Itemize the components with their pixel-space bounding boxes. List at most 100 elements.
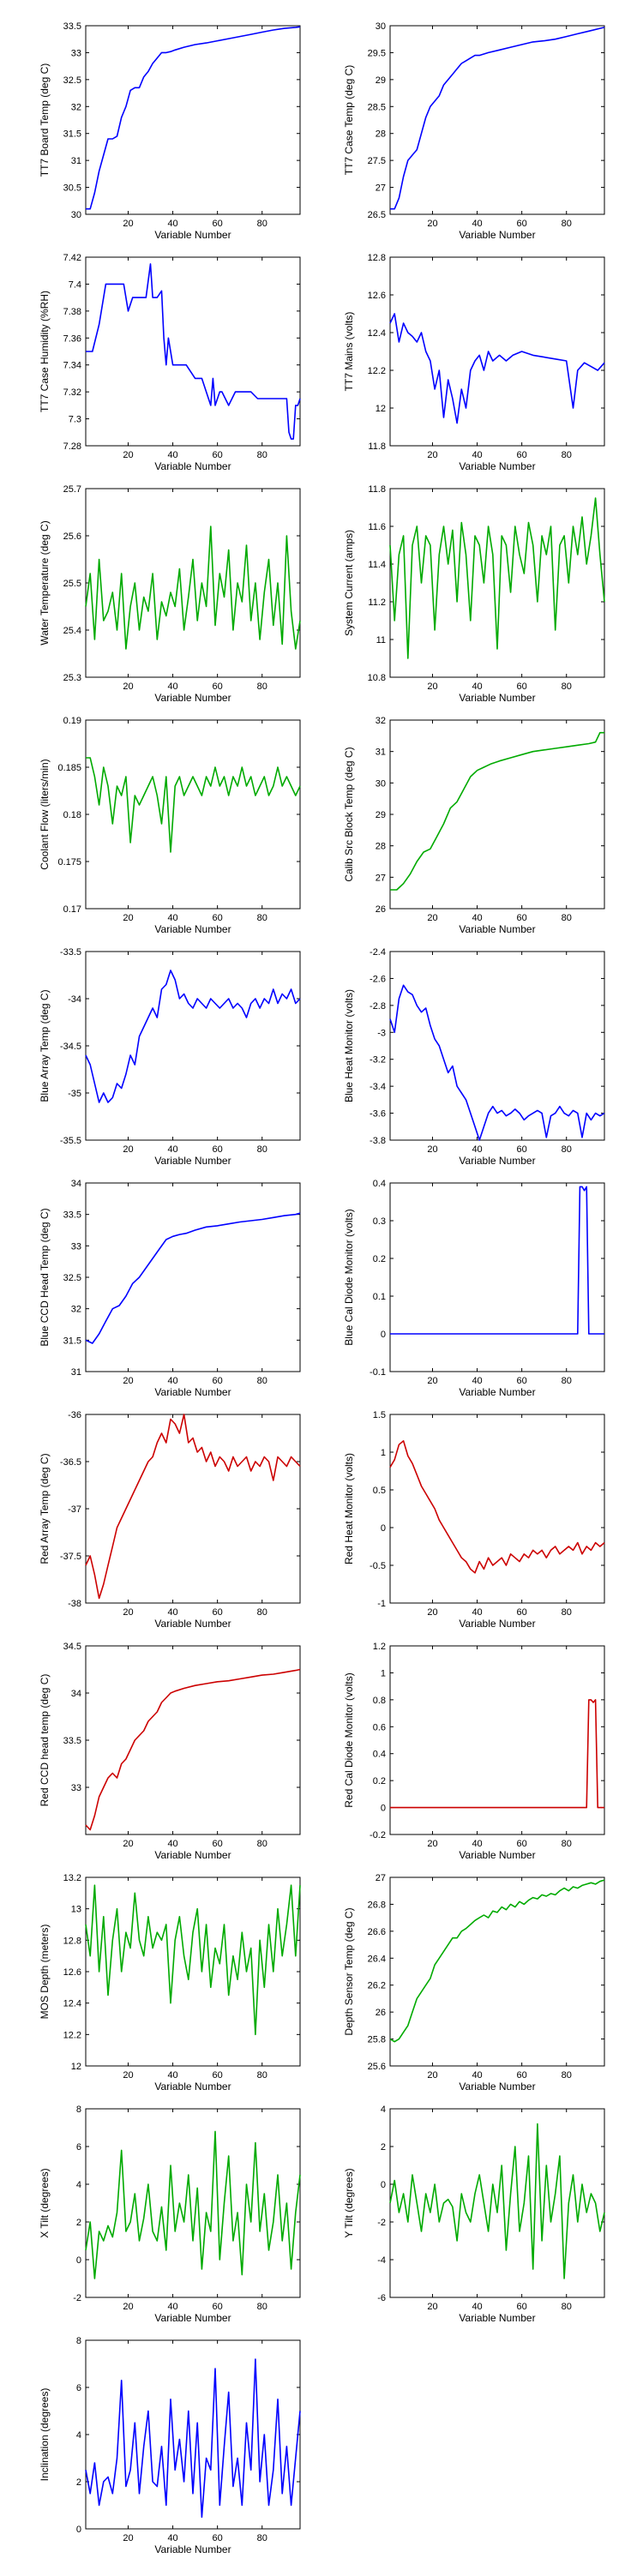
y-tick-label: 25.3 (63, 673, 81, 683)
y-tick-label: 33.5 (63, 1210, 81, 1221)
plot-frame (85, 1414, 301, 1604)
y-tick-label: 33.5 (63, 21, 81, 32)
y-tick-label: -2 (377, 2218, 386, 2228)
y-tick-label: 12.4 (63, 1999, 81, 2009)
y-axis-label: Inclination (degrees) (39, 2388, 51, 2482)
x-tick-label: 20 (123, 1144, 133, 1155)
y-axis-label: TT7 Mains (volts) (343, 312, 355, 392)
y-tick-label: 0.185 (57, 763, 81, 773)
x-tick-label: 40 (472, 2302, 482, 2312)
y-tick-label: 27.5 (368, 156, 386, 166)
x-axis-label: Variable Number (154, 2543, 231, 2555)
y-tick-label: -36.5 (60, 1457, 81, 1468)
x-tick-label: 40 (472, 2070, 482, 2081)
y-tick-label: 4 (76, 2430, 81, 2441)
x-tick-label: 60 (213, 2533, 223, 2543)
x-tick-label: 20 (123, 682, 133, 692)
x-tick-label: 20 (123, 450, 133, 460)
y-axis-label: Blue Cal Diode Monitor (volts) (343, 1209, 355, 1345)
x-axis-label: Variable Number (459, 1618, 535, 1630)
x-axis-label: Variable Number (154, 1618, 231, 1630)
series-line (389, 497, 605, 659)
x-tick-label: 60 (517, 1376, 527, 1386)
y-tick-label: 0.4 (373, 1750, 386, 1760)
series-line (85, 525, 301, 650)
x-tick-label: 40 (167, 2070, 177, 2081)
y-tick-label: 28 (376, 129, 386, 140)
y-axis-label: TT7 Case Humidity (%RH) (39, 291, 51, 412)
y-tick-label: 0.175 (57, 857, 81, 868)
x-tick-label: 80 (257, 1376, 267, 1386)
panel-red-cal-diode-monitor: 20 40 60 80 -0.2 0 0.2 0.4 0.6 0.8 1 1.2 Variable Nu… (343, 1642, 605, 1861)
x-tick-label: 20 (427, 450, 437, 460)
panel-y-tilt: 20 40 60 80 -6 -4 -2 0 2 4 Variable Number Y Tilt (… (343, 2105, 605, 2324)
panel-blue-cal-diode-monitor: 20 40 60 80 -0.1 0 0.1 0.2 0.3 0.4 Variable Number… (343, 1179, 605, 1398)
panel-calib-src-block-temp: 20 40 60 80 26 27 28 29 30 31 32 Variable Number Cal… (343, 716, 605, 935)
y-tick-label: 7.34 (63, 361, 81, 371)
panel-mos-depth: 20 40 60 80 12 12.2 12.4 12.6 12.8 13 13.2 Variable… (39, 1873, 301, 2093)
plot-frame (389, 25, 605, 215)
y-tick-label: 0.3 (373, 1216, 386, 1227)
panel-coolant-flow: 20 40 60 80 0.17 0.175 0.18 0.185 0.19 Variable N… (39, 716, 301, 935)
series-line (390, 1186, 604, 1335)
y-axis-label: Red Heat Monitor (volts) (343, 1453, 355, 1564)
x-axis-label: Variable Number (459, 229, 535, 241)
y-tick-label: -3.4 (370, 1082, 386, 1092)
y-tick-label: 0 (76, 2525, 81, 2535)
x-tick-label: 80 (257, 1839, 267, 1849)
x-axis-label: Variable Number (459, 2312, 535, 2324)
y-tick-label: 0 (381, 2180, 386, 2190)
y-axis-label: TT7 Case Temp (deg C) (343, 65, 355, 176)
x-tick-label: 40 (167, 1376, 177, 1386)
panel-tt7-case-temp: 20 40 60 80 26.5 27 27.5 28 28.5 29 29.5 30 Variable… (343, 21, 605, 241)
x-tick-label: 40 (472, 1376, 482, 1386)
y-tick-label: 2 (381, 2142, 386, 2153)
y-tick-label: -34 (68, 994, 81, 1005)
y-tick-label: 31 (71, 156, 81, 166)
x-tick-label: 20 (123, 1839, 133, 1849)
series-line (85, 1212, 301, 1344)
y-axis-label: Y Tilt (degrees) (343, 2168, 355, 2237)
y-tick-label: -3.6 (370, 1109, 386, 1120)
x-tick-label: 80 (257, 913, 267, 923)
x-tick-label: 40 (167, 2533, 177, 2543)
y-tick-label: 7.4 (69, 279, 81, 290)
y-tick-label: 31.5 (63, 129, 81, 140)
y-tick-label: -33.5 (60, 947, 81, 958)
x-tick-label: 20 (427, 682, 437, 692)
panel-x-tilt: 20 40 60 80 -2 0 2 4 6 8 Variable Number X Tilt (de… (39, 2105, 301, 2324)
series-line (85, 2130, 301, 2279)
x-tick-label: 20 (123, 2533, 133, 2543)
y-tick-label: 32.5 (63, 75, 81, 86)
panel-depth-sensor-temp: 20 40 60 80 25.6 25.8 26 26.2 26.4 26.6 26.8 27 Vari… (343, 1873, 605, 2093)
x-tick-label: 80 (257, 2533, 267, 2543)
y-tick-label: 32.5 (63, 1273, 81, 1283)
y-tick-label: -3 (377, 1028, 386, 1038)
y-tick-label: 12.8 (368, 253, 386, 263)
series-line (389, 1879, 605, 2043)
y-tick-label: 7.28 (63, 441, 81, 452)
y-tick-label: 30 (376, 21, 386, 32)
series-line (389, 984, 605, 1141)
y-tick-label: 1 (381, 1448, 386, 1458)
x-tick-label: 80 (562, 1144, 572, 1155)
x-tick-label: 60 (213, 913, 223, 923)
panel-red-array-temp: 20 40 60 80 -38 -37.5 -37 -36.5 -36 Variable Numb… (39, 1410, 301, 1630)
y-tick-label: 0.8 (373, 1696, 386, 1706)
y-tick-label: 6 (76, 2142, 81, 2153)
y-tick-label: 33 (71, 48, 81, 58)
y-tick-label: 12 (376, 404, 386, 414)
x-tick-label: 20 (123, 1376, 133, 1386)
x-tick-label: 80 (257, 2302, 267, 2312)
y-tick-label: -0.2 (370, 1830, 386, 1840)
plot-frame (389, 1182, 605, 1372)
panel-system-current: 20 40 60 80 10.8 11 11.2 11.4 11.6 11.8 Variable N… (343, 484, 605, 704)
plot-frame (85, 951, 301, 1141)
y-tick-label: 0.5 (373, 1486, 386, 1496)
x-axis-label: Variable Number (154, 1386, 231, 1398)
series-line (86, 263, 301, 440)
series-line (85, 970, 301, 1103)
plot-frame (389, 1876, 605, 2067)
y-tick-label: 11.8 (368, 484, 386, 495)
